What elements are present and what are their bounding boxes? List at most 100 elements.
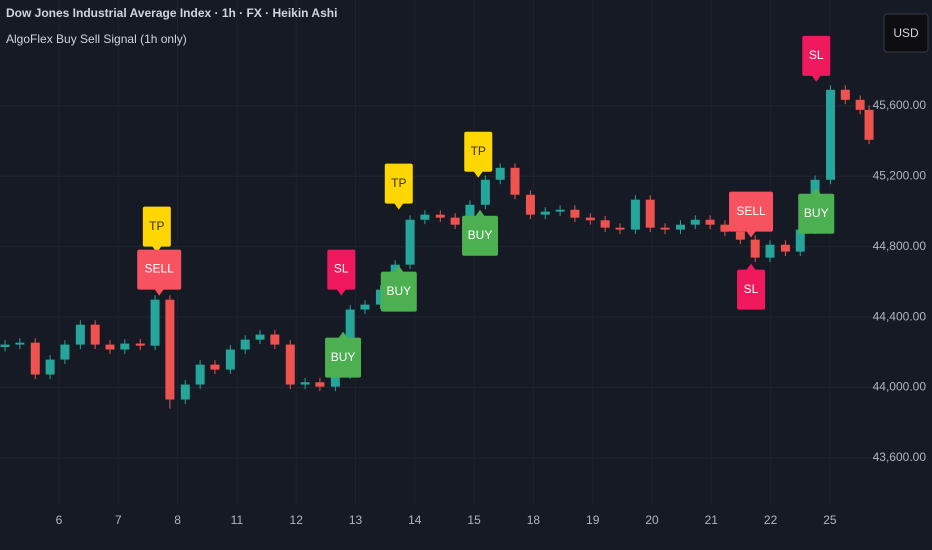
candle-body (75, 324, 85, 345)
signal-label: SL (802, 35, 831, 82)
signal-label: SELL (729, 191, 774, 238)
signal-label: TP (384, 163, 413, 210)
signal-pointer (746, 263, 757, 271)
signal-box (729, 191, 774, 232)
candle-body (510, 167, 520, 195)
indicator-name: AlgoFlex Buy Sell Signal (1h only) (6, 32, 187, 46)
axes: 43,600.00 44,000.00 44,400.00 44,800.00 45,2… (56, 98, 927, 527)
candle-body (495, 167, 505, 180)
signal-pointer (746, 230, 757, 238)
candle-body (675, 224, 685, 230)
candle-body (750, 239, 760, 258)
candle-body (735, 231, 745, 240)
signal-pointer (151, 245, 162, 253)
candle-body (705, 219, 715, 225)
y-tick-label: 44,800.00 (873, 239, 927, 253)
y-tick-label: 44,000.00 (873, 380, 927, 394)
signal-label: SELL (137, 249, 182, 296)
candle-body (555, 209, 565, 212)
candle-body (375, 289, 385, 305)
candle-body (195, 364, 205, 385)
signal-pointer (336, 288, 347, 296)
signal-text: TP (471, 144, 486, 158)
signal-label: SL (737, 263, 766, 310)
signal-label: SL (327, 249, 356, 296)
candle-body (864, 109, 874, 140)
candle-body (210, 364, 220, 370)
candle-body (855, 99, 865, 110)
candle-body (600, 220, 610, 228)
x-tick-label: 21 (705, 513, 719, 527)
candle-body (330, 374, 340, 387)
candle-body (90, 324, 100, 345)
candle-body (630, 199, 640, 230)
signal-box (325, 337, 362, 378)
candle-body (825, 89, 835, 180)
signal-pointer (154, 288, 165, 296)
x-tick-label: 19 (586, 513, 600, 527)
currency-box[interactable] (883, 13, 929, 53)
candle-body (585, 217, 595, 221)
x-tick-label: 8 (174, 513, 181, 527)
candle-body (840, 89, 850, 100)
candle-body (45, 359, 55, 375)
candle-body (540, 211, 550, 215)
signal-label: BUY (462, 209, 499, 256)
x-tick-label: 6 (56, 513, 63, 527)
candle-body (120, 343, 130, 350)
signal-box (384, 163, 413, 204)
currency[interactable]: USD (893, 26, 919, 40)
x-tick-label: 22 (764, 513, 778, 527)
chart-title: Dow Jones Industrial Average Index · 1h … (6, 6, 337, 20)
candle-body (525, 194, 535, 215)
y-tick-label: 45,600.00 (873, 98, 927, 112)
candle-body (240, 339, 250, 350)
candle-body (615, 227, 625, 230)
candle-body (0, 344, 10, 348)
signal-box (737, 269, 766, 310)
signal-text: BUY (386, 284, 411, 298)
signal-pointer (475, 209, 486, 217)
grid (0, 105, 872, 459)
candle-body (165, 299, 175, 400)
candle-body (780, 244, 790, 252)
candle-body (660, 227, 670, 230)
candle-body (225, 349, 235, 370)
signal-pointer (473, 170, 484, 178)
x-tick-label: 25 (823, 513, 837, 527)
signal-pointer (393, 265, 404, 273)
candle-body (480, 179, 490, 205)
x-tick-label: 13 (349, 513, 363, 527)
candle-body (570, 209, 580, 218)
candle-body (690, 219, 700, 225)
candle-body (150, 299, 160, 346)
signal-text: SELL (736, 204, 766, 218)
x-tick-label: 20 (645, 513, 659, 527)
x-tick-label: 15 (467, 513, 481, 527)
signal-label: TP (464, 131, 493, 178)
candle-body (405, 219, 415, 265)
candle-body (465, 204, 475, 225)
candle-body (270, 334, 280, 345)
candle-body (285, 344, 295, 385)
signal-text: TP (149, 219, 164, 233)
candle-body (30, 342, 40, 375)
signal-box (137, 249, 182, 290)
candle-body (450, 217, 460, 225)
signal-label: BUY (325, 331, 362, 378)
candle-body (105, 344, 115, 350)
signal-text: BUY (804, 206, 829, 220)
y-tick-label: 44,400.00 (873, 309, 927, 323)
signal-text: SL (809, 48, 824, 62)
candle-body (435, 214, 445, 218)
signal-label: TP (142, 206, 171, 253)
y-tick-label: 45,200.00 (873, 168, 927, 182)
candle-body (360, 304, 370, 310)
candle-body (645, 199, 655, 228)
signal-label: BUY (798, 187, 835, 234)
candle-body (255, 334, 265, 340)
signal-box (327, 249, 356, 290)
signal-text: TP (391, 176, 406, 190)
x-tick-label: 7 (115, 513, 122, 527)
candle-body (60, 344, 70, 360)
